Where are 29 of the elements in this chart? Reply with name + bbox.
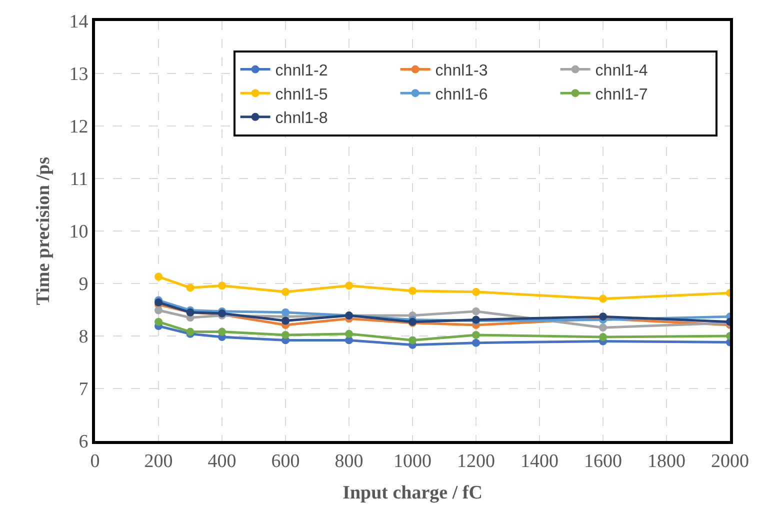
x-tick-label: 200 — [144, 450, 173, 472]
x-tick-label: 1600 — [584, 450, 622, 472]
y-tick-label: 12 — [69, 116, 88, 138]
x-axis-title: Input charge / fC — [342, 482, 482, 504]
x-tick-label: 400 — [208, 450, 236, 472]
y-axis-title: Time precision /ps — [33, 156, 54, 306]
x-tick-label: 1200 — [457, 450, 495, 472]
x-tick-label: 1000 — [394, 450, 432, 472]
y-tick-label: 10 — [69, 222, 88, 243]
y-tick-label: 6 — [78, 432, 88, 453]
legend-label: chnl1-2 — [275, 62, 328, 80]
y-tick-label: 14 — [69, 12, 89, 33]
legend-label: chnl1-6 — [435, 86, 488, 104]
x-tick-label: 0 — [90, 450, 100, 472]
legend-label: chnl1-7 — [595, 86, 648, 104]
y-tick-label: 13 — [69, 64, 88, 86]
x-tick-label: 1800 — [648, 450, 686, 472]
legend-label: chnl1-3 — [435, 62, 488, 80]
y-tick-label: 9 — [78, 274, 88, 296]
legend-label: chnl1-8 — [275, 110, 328, 128]
x-tick-label: 1400 — [520, 450, 558, 472]
x-tick-label: 800 — [334, 450, 364, 472]
y-tick-label: 7 — [78, 379, 88, 400]
y-tick-label: 11 — [70, 169, 88, 190]
legend-label: chnl1-4 — [595, 62, 648, 80]
y-tick-label: 8 — [78, 326, 88, 348]
x-tick-label: 600 — [271, 450, 300, 472]
x-tick-label: 2000 — [711, 450, 749, 472]
legend-label: chnl1-5 — [275, 86, 328, 104]
